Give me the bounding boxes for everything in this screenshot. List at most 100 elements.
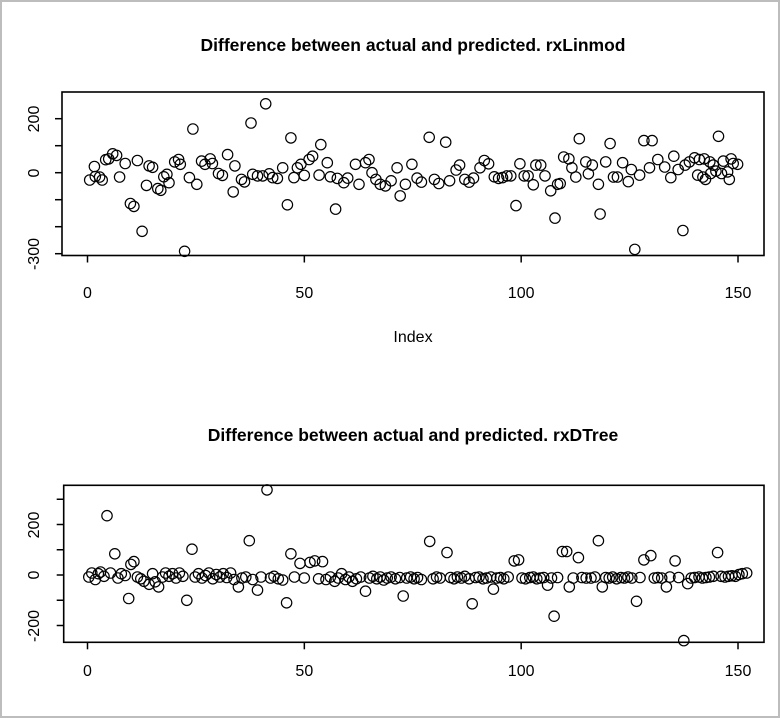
data-point [651,153,664,166]
data-point [88,160,101,173]
data-point [324,571,337,583]
data-point [174,158,187,171]
data-point [313,169,325,181]
data-point [527,179,540,191]
data-point [96,174,108,186]
data-point [86,567,98,579]
data-point [711,546,724,559]
data-point [664,171,677,184]
data-point [210,568,223,581]
data-point [394,190,406,202]
data-point [161,168,173,181]
data-point [697,171,709,183]
data-point [163,570,175,583]
x-tick-label: 100 [507,663,535,680]
data-point [173,567,186,579]
data-point [616,156,629,169]
data-point [586,159,599,171]
data-point [238,176,251,188]
data-point [677,224,689,237]
data-point [703,156,716,168]
data-point [463,176,475,188]
data-point [217,567,229,580]
plot-box [62,484,765,644]
data-point [92,567,105,580]
data-point [399,178,412,191]
data-point [432,177,445,190]
data-point [122,592,135,605]
data-point [304,556,316,569]
data-point [181,594,193,607]
data-point [206,157,219,170]
data-point [664,571,676,583]
data-point [712,130,725,143]
data-point [643,162,656,174]
data-point [308,555,321,567]
data-point [177,570,189,583]
data-point [545,572,558,584]
data-point [599,571,612,584]
data-point [227,186,239,198]
data-point [685,572,697,584]
data-point [101,509,113,522]
data-point [453,159,466,171]
data-point [638,134,650,147]
data-point [519,572,532,585]
data-point [281,199,294,211]
data-point [501,170,513,182]
data-point [359,156,372,169]
data-point [721,166,734,178]
data-point [251,584,264,596]
data-point [572,551,585,564]
data-point [93,171,106,183]
data-point [688,152,701,164]
y-tick-label: 200 [26,511,43,538]
data-point [658,161,671,173]
data-point [576,571,588,584]
data-point [622,175,635,188]
data-point [467,172,480,184]
data-point [285,547,297,560]
y-tick-label: 0 [26,168,43,178]
data-point [651,571,664,584]
data-point [443,175,456,187]
data-point [235,173,248,186]
data-point [329,203,342,215]
data-point [119,569,131,582]
data-point [349,158,362,171]
data-point [366,166,378,179]
chart-title-rxdtree: Difference between actual and predicted.… [207,425,619,445]
data-point [411,172,423,184]
data-point [672,571,685,584]
data-point [607,171,620,183]
data-point [556,545,569,558]
data-point [255,571,267,583]
data-point [261,484,273,496]
data-point [491,572,503,584]
data-point [363,153,375,166]
data-point [221,148,234,161]
data-point [441,546,453,559]
data-point [354,571,367,583]
data-point [159,567,172,579]
data-point [610,572,623,585]
data-point [374,178,386,191]
data-point [341,172,354,184]
data-point [324,171,337,183]
data-point [397,590,409,602]
data-point [567,572,579,584]
data-point [703,571,716,583]
data-point [700,571,712,584]
data-point [677,634,690,647]
data-point [710,165,722,177]
data-point [172,153,185,166]
data-point [321,156,334,169]
data-point [634,571,646,584]
data-point [328,575,341,588]
data-point [335,567,348,580]
data-point [128,555,140,568]
data-point [512,554,525,566]
data-point [548,610,560,622]
data-point [580,572,592,584]
y-tick-label: -200 [26,609,43,642]
